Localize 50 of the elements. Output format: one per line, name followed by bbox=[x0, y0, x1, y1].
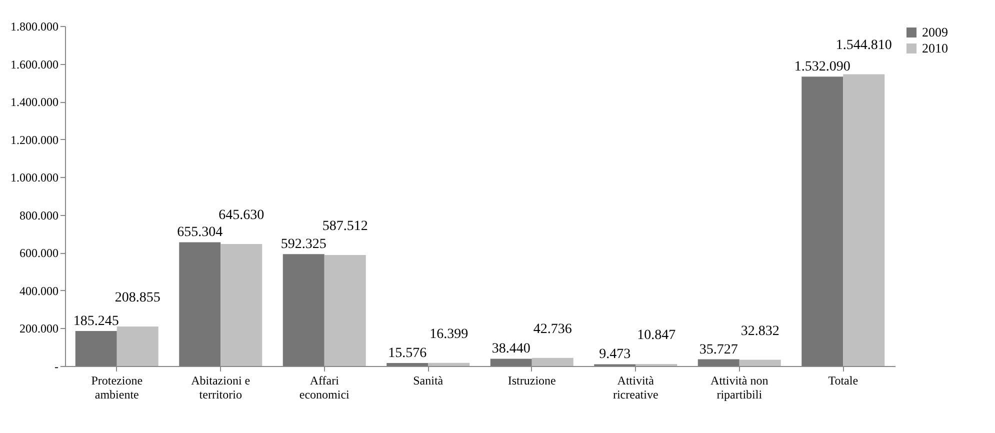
x-tick-label: Attività non ripartibili bbox=[710, 374, 768, 402]
bar bbox=[116, 326, 158, 366]
y-tick-label: 1.400.000 bbox=[10, 95, 58, 110]
y-tick-label: 200.000 bbox=[20, 322, 58, 336]
bar bbox=[179, 242, 221, 366]
data-label: 32.832 bbox=[740, 324, 780, 339]
y-tick-label: 1.600.000 bbox=[10, 57, 58, 72]
data-label: 1.532.090 bbox=[794, 60, 850, 75]
y-tick-label: 400.000 bbox=[20, 284, 58, 298]
data-label: 1.544.810 bbox=[836, 38, 892, 54]
bar bbox=[698, 359, 740, 366]
bar bbox=[282, 254, 324, 366]
legend-label: 2010 bbox=[922, 40, 948, 56]
bar bbox=[532, 358, 574, 366]
data-label: 9.473 bbox=[599, 347, 631, 362]
bar bbox=[802, 76, 844, 366]
y-tick-label: 1.200.000 bbox=[10, 132, 58, 147]
data-label: 10.847 bbox=[637, 328, 676, 343]
y-tick-label: 1.800.000 bbox=[10, 20, 58, 34]
data-label: 35.727 bbox=[699, 342, 738, 358]
data-label: 15.576 bbox=[388, 346, 427, 362]
x-tick-label: Protezione ambiente bbox=[91, 374, 143, 402]
data-label: 208.855 bbox=[114, 290, 160, 306]
data-label: 645.630 bbox=[218, 208, 264, 224]
data-label: 587.512 bbox=[322, 219, 368, 234]
bar bbox=[428, 362, 470, 366]
y-tick-label: 1.000.000 bbox=[10, 170, 58, 185]
x-tick-label: Istruzione bbox=[508, 374, 556, 388]
y-tick-label: 800.000 bbox=[20, 208, 58, 222]
bar bbox=[843, 74, 885, 366]
bar bbox=[490, 358, 532, 366]
x-tick-label: Affari economici bbox=[299, 374, 350, 402]
bar bbox=[75, 331, 117, 366]
data-label: 655.304 bbox=[177, 225, 223, 240]
y-tick-label: - bbox=[54, 360, 58, 374]
bar bbox=[324, 255, 366, 366]
data-label: 185.245 bbox=[73, 314, 119, 330]
data-label: 42.736 bbox=[533, 322, 572, 337]
data-label: 16.399 bbox=[430, 326, 468, 342]
x-tick-label: Sanità bbox=[413, 374, 444, 388]
y-tick-label: 600.000 bbox=[20, 246, 58, 260]
data-label: 38.440 bbox=[492, 342, 530, 357]
bar bbox=[220, 244, 262, 366]
data-label: 592.325 bbox=[280, 237, 326, 252]
x-tick-label: Totale bbox=[828, 374, 858, 388]
bar bbox=[386, 363, 428, 366]
bar bbox=[739, 360, 781, 366]
x-tick-label: Attività ricreative bbox=[612, 374, 658, 402]
x-tick-label: Abitazioni e territorio bbox=[191, 374, 250, 402]
legend-label: 2009 bbox=[922, 24, 948, 40]
